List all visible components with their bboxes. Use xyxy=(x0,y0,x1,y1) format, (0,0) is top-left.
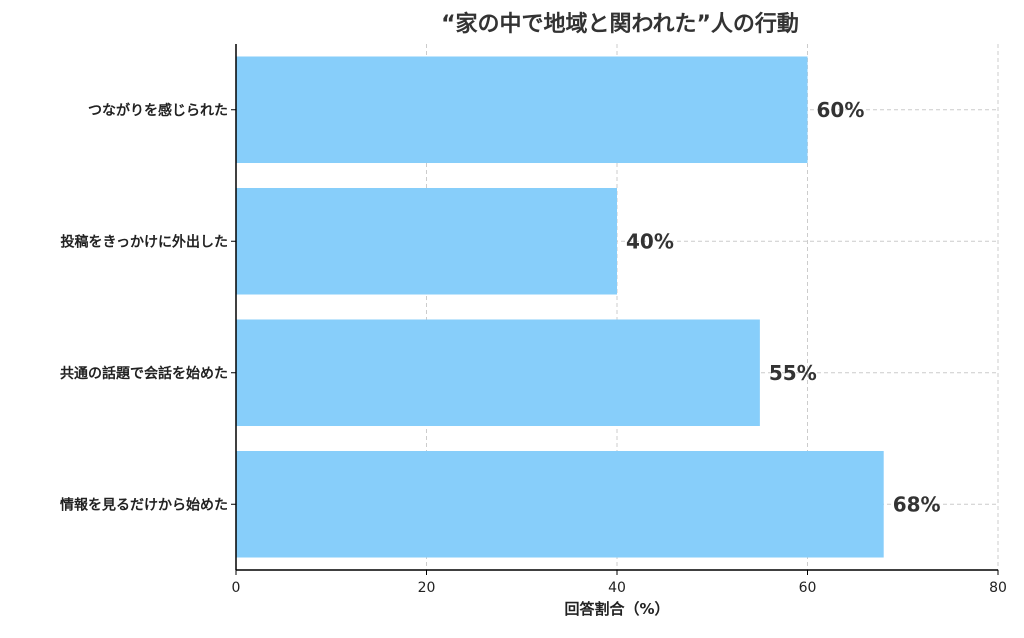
category-label: 情報を見るだけから始めた xyxy=(60,496,228,513)
bar xyxy=(236,450,884,558)
category-label: 投稿をきっかけに外出した xyxy=(61,233,228,250)
x-tick-label: 0 xyxy=(232,580,241,596)
x-tick-label: 40 xyxy=(608,580,626,596)
data-label: 55% xyxy=(769,361,817,385)
data-label: 60% xyxy=(817,98,865,122)
data-label: 68% xyxy=(893,492,941,516)
bar xyxy=(236,187,617,295)
tick-layer: 0 20 40 60 80 xyxy=(231,109,1007,596)
x-tick-label: 60 xyxy=(799,580,817,596)
bar-layer xyxy=(236,56,884,558)
bar xyxy=(236,319,760,427)
x-tick-label: 20 xyxy=(418,580,436,596)
bar xyxy=(236,56,808,164)
x-axis-title: 回答割合（%） xyxy=(564,600,669,618)
category-label: つながりを感じられた xyxy=(88,102,228,119)
x-tick-label: 80 xyxy=(989,580,1007,596)
chart-title: “家の中で地域と関われた”人の行動 xyxy=(441,11,799,37)
category-label: 共通の話題で会話を始めた xyxy=(60,365,228,382)
data-label-layer: 60% 40% 55% 68% xyxy=(626,98,941,517)
category-label-layer: つながりを感じられた投稿をきっかけに外出した共通の話題で会話を始めた情報を見るだ… xyxy=(60,102,228,514)
data-label: 40% xyxy=(626,229,674,253)
